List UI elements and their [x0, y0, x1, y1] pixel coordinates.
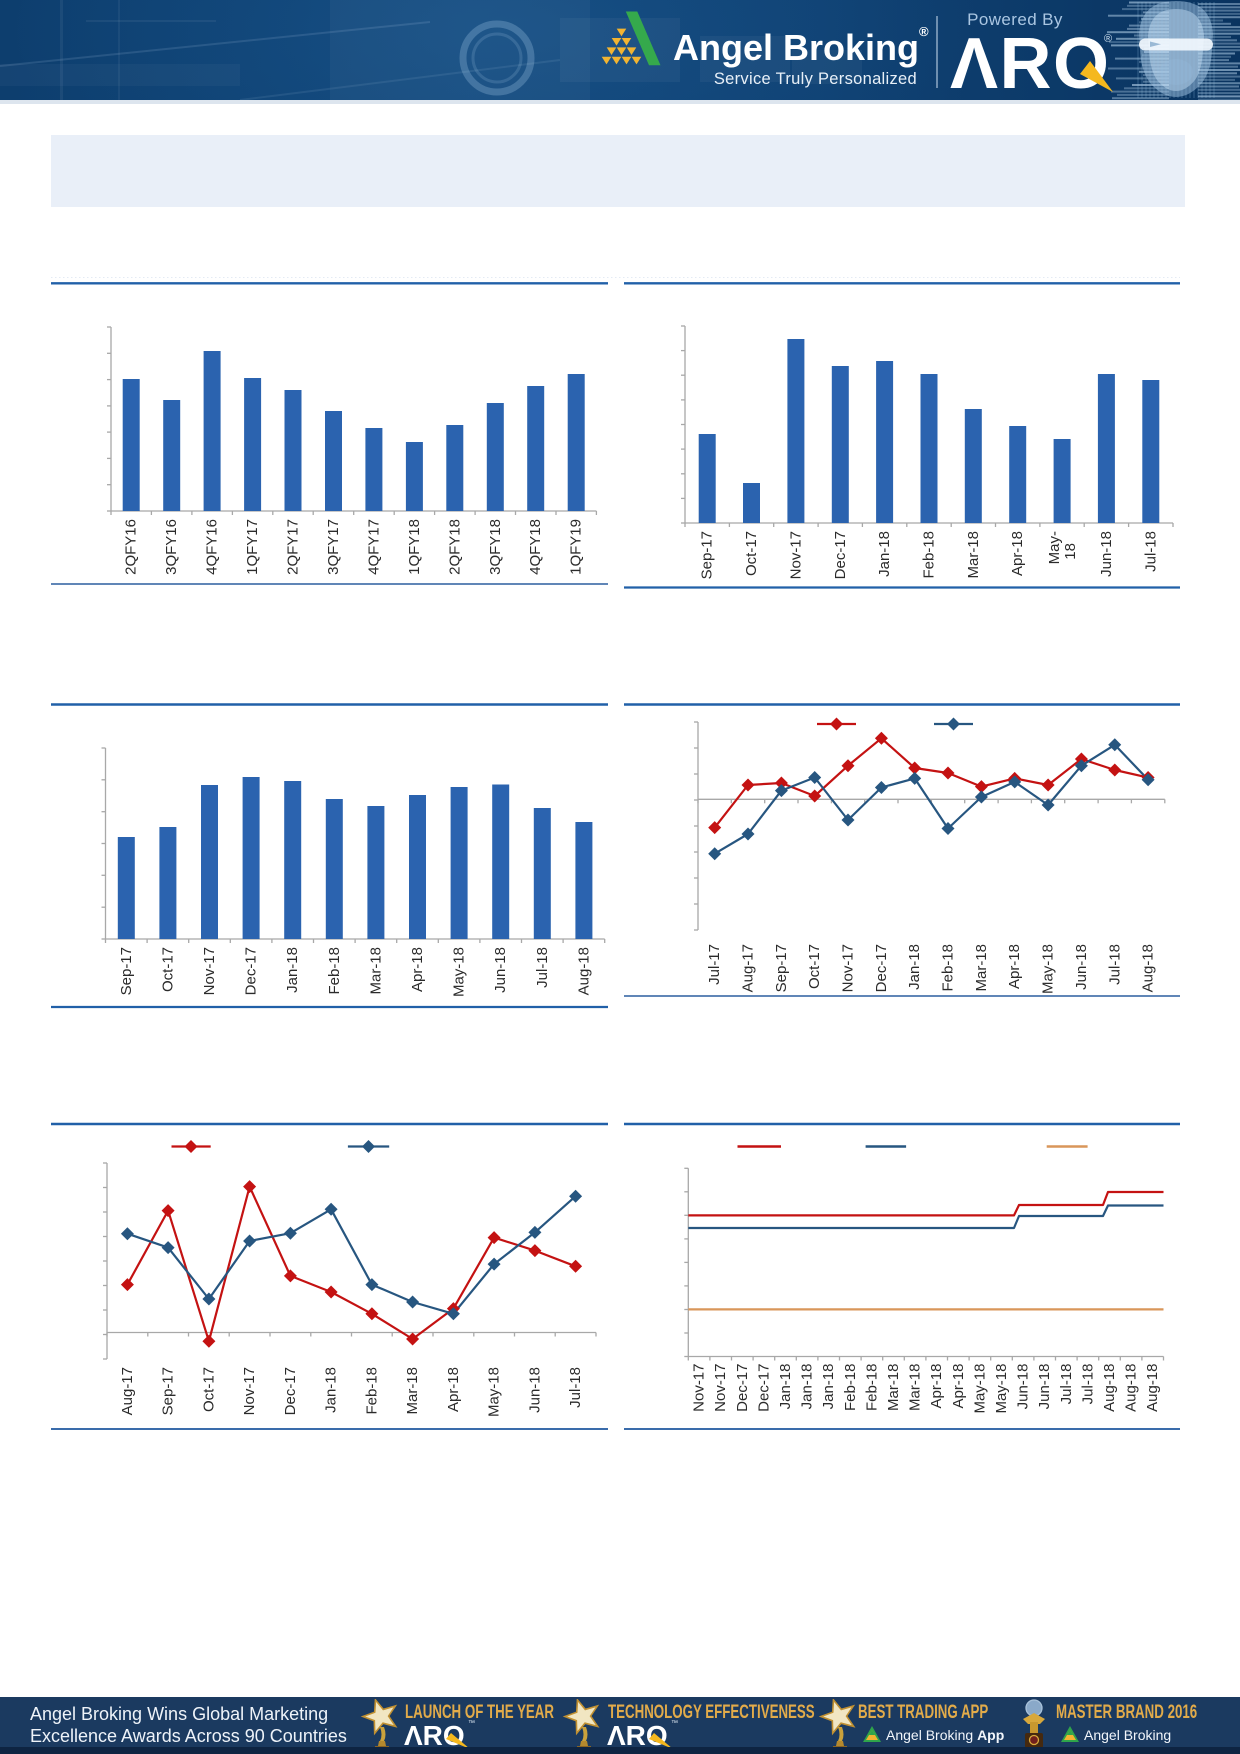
svg-text:Oct-17: Oct-17 [806, 944, 823, 989]
svg-text:Aug-18: Aug-18 [1101, 1364, 1118, 1412]
svg-text:Jun-18: Jun-18 [1036, 1364, 1053, 1410]
svg-text:1QFY19: 1QFY19 [568, 519, 585, 575]
svg-text:Sep-17: Sep-17 [699, 531, 716, 579]
svg-text:18: 18 [1062, 543, 1079, 560]
svg-text:May-18: May-18 [451, 947, 468, 997]
svg-text:Dec-17: Dec-17 [734, 1364, 751, 1412]
svg-text:May-18: May-18 [971, 1364, 988, 1414]
svg-text:Nov-17: Nov-17 [241, 1367, 258, 1415]
svg-text:Jan-18: Jan-18 [799, 1364, 816, 1410]
svg-text:Mar-18: Mar-18 [907, 1364, 924, 1412]
svg-text:Apr-18: Apr-18 [1009, 531, 1026, 576]
svg-text:Apr-18: Apr-18 [409, 947, 426, 992]
svg-text:4QFY17: 4QFY17 [365, 519, 382, 575]
svg-text:Sep-17: Sep-17 [160, 1367, 177, 1415]
svg-text:Jan-18: Jan-18 [906, 944, 923, 990]
svg-text:Feb-18: Feb-18 [863, 1364, 880, 1412]
svg-text:Dec-17: Dec-17 [832, 531, 849, 579]
svg-text:Jun-18: Jun-18 [1098, 531, 1115, 577]
svg-text:May-: May- [1046, 531, 1063, 564]
svg-text:1QFY17: 1QFY17 [244, 519, 261, 575]
svg-text:Nov-17: Nov-17 [840, 944, 857, 992]
svg-text:Oct-17: Oct-17 [743, 531, 760, 576]
svg-text:Jan-18: Jan-18 [876, 531, 893, 577]
svg-text:Sep-17: Sep-17 [773, 944, 790, 992]
svg-text:Sep-17: Sep-17 [118, 947, 135, 995]
svg-text:Mar-18: Mar-18 [885, 1364, 902, 1412]
svg-text:May-18: May-18 [1040, 944, 1057, 994]
svg-text:Jul-17: Jul-17 [706, 944, 723, 985]
svg-text:Mar-18: Mar-18 [965, 531, 982, 579]
svg-text:3QFY16: 3QFY16 [163, 519, 180, 575]
svg-text:2QFY18: 2QFY18 [446, 519, 463, 575]
svg-text:3QFY17: 3QFY17 [325, 519, 342, 575]
svg-text:4QFY18: 4QFY18 [527, 519, 544, 575]
svg-text:Aug-17: Aug-17 [119, 1367, 136, 1415]
svg-text:2QFY17: 2QFY17 [285, 519, 302, 575]
svg-text:Dec-17: Dec-17 [243, 947, 260, 995]
svg-text:Jan-18: Jan-18 [284, 947, 301, 993]
svg-text:Jul-18: Jul-18 [534, 947, 551, 988]
svg-text:Dec-17: Dec-17 [873, 944, 890, 992]
svg-text:Dec-17: Dec-17 [755, 1364, 772, 1412]
svg-text:Oct-17: Oct-17 [200, 1367, 217, 1412]
svg-text:Feb-18: Feb-18 [363, 1367, 380, 1415]
svg-text:Apr-18: Apr-18 [950, 1364, 967, 1409]
svg-text:3QFY18: 3QFY18 [487, 519, 504, 575]
svg-text:Nov-17: Nov-17 [787, 531, 804, 579]
svg-text:Jun-18: Jun-18 [492, 947, 509, 993]
svg-text:Feb-18: Feb-18 [921, 531, 938, 579]
svg-text:Apr-18: Apr-18 [445, 1367, 462, 1412]
svg-text:Jul-18: Jul-18 [567, 1367, 584, 1408]
svg-text:Nov-17: Nov-17 [691, 1364, 708, 1412]
svg-text:Apr-18: Apr-18 [1006, 944, 1023, 989]
svg-text:Mar-18: Mar-18 [367, 947, 384, 995]
svg-text:2QFY16: 2QFY16 [123, 519, 140, 575]
svg-text:Jul-18: Jul-18 [1106, 944, 1123, 985]
svg-text:Aug-18: Aug-18 [1144, 1364, 1161, 1412]
svg-text:Jan-18: Jan-18 [820, 1364, 837, 1410]
svg-text:May-18: May-18 [486, 1367, 503, 1417]
svg-text:Aug-17: Aug-17 [740, 944, 757, 992]
svg-text:Nov-17: Nov-17 [712, 1364, 729, 1412]
svg-text:Jan-18: Jan-18 [323, 1367, 340, 1413]
svg-text:1QFY18: 1QFY18 [406, 519, 423, 575]
svg-text:Jul-18: Jul-18 [1058, 1364, 1075, 1405]
svg-text:May-18: May-18 [993, 1364, 1010, 1414]
svg-text:Mar-18: Mar-18 [404, 1367, 421, 1415]
svg-text:Feb-18: Feb-18 [842, 1364, 859, 1412]
svg-text:Oct-17: Oct-17 [159, 947, 176, 992]
svg-text:Feb-18: Feb-18 [326, 947, 343, 995]
svg-text:Nov-17: Nov-17 [201, 947, 218, 995]
svg-text:Jun-18: Jun-18 [1015, 1364, 1032, 1410]
svg-text:4QFY16: 4QFY16 [204, 519, 221, 575]
svg-text:Jul-18: Jul-18 [1079, 1364, 1096, 1405]
svg-text:Mar-18: Mar-18 [973, 944, 990, 992]
svg-text:Jun-18: Jun-18 [526, 1367, 543, 1413]
svg-text:Aug-18: Aug-18 [575, 947, 592, 995]
svg-text:Apr-18: Apr-18 [928, 1364, 945, 1409]
svg-text:Jun-18: Jun-18 [1073, 944, 1090, 990]
svg-text:Aug-18: Aug-18 [1123, 1364, 1140, 1412]
svg-text:Feb-18: Feb-18 [940, 944, 957, 992]
svg-text:Jan-18: Jan-18 [777, 1364, 794, 1410]
svg-text:Dec-17: Dec-17 [282, 1367, 299, 1415]
svg-text:Jul-18: Jul-18 [1142, 531, 1159, 572]
svg-text:Aug-18: Aug-18 [1140, 944, 1157, 992]
